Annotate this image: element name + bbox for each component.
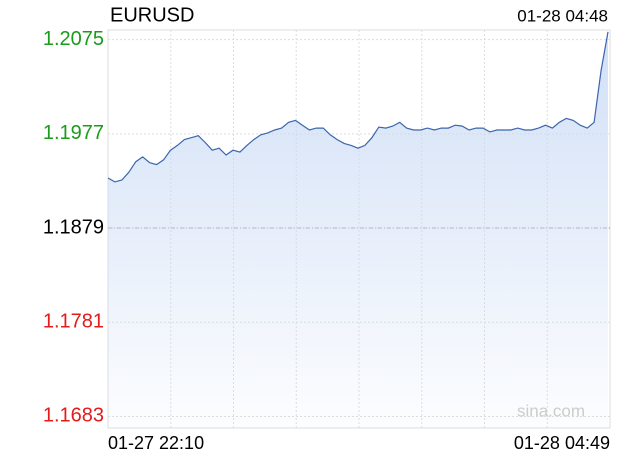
y-tick-label: 1.2075: [43, 28, 104, 50]
x-tick-label: 01-28 04:49: [514, 433, 610, 453]
y-tick-label: 1.1781: [43, 311, 104, 333]
y-tick-label: 1.1683: [43, 405, 104, 427]
price-line: [107, 31, 609, 183]
x-tick-label: 01-27 22:10: [108, 433, 204, 453]
chart-title: EURUSD: [110, 4, 194, 26]
timestamp: 01-28 04:48: [517, 6, 608, 25]
y-tick-label: 1.1977: [43, 122, 104, 144]
area: [108, 31, 608, 429]
watermark: sina.com: [517, 401, 585, 420]
y-tick-label: 1.1879: [43, 216, 104, 238]
